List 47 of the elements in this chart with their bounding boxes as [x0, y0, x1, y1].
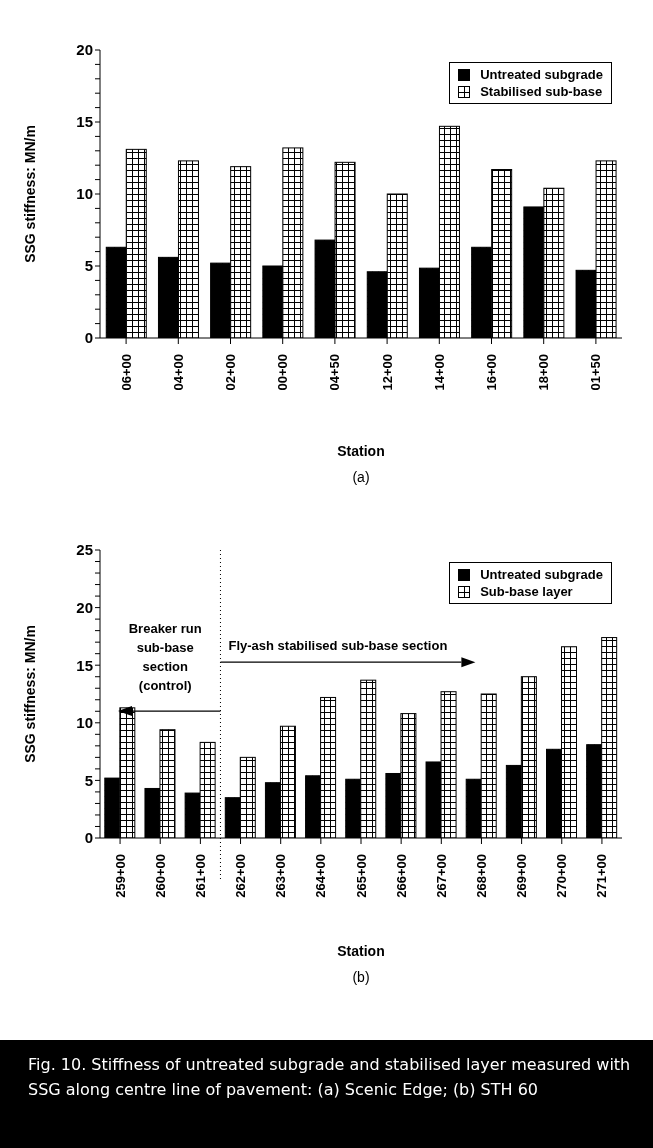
y-tick-label: 25 [76, 541, 93, 559]
x-tick-label: 267+00 [433, 854, 449, 898]
x-tick-label: 12+00 [379, 354, 395, 391]
x-tick-label: 00+00 [275, 354, 291, 391]
x-tick-label: 261+00 [192, 854, 208, 898]
y-axis-title: SSG stiffness: MN/m [21, 125, 38, 263]
x-tick-label: 260+00 [152, 854, 168, 898]
x-tick-label: 264+00 [313, 854, 329, 898]
x-axis-title: Station [336, 443, 386, 459]
y-tick-label: 0 [84, 829, 93, 847]
annotation: Breaker run sub-base section (control) [127, 619, 203, 695]
y-tick-label: 15 [76, 656, 93, 674]
legend-label: Stabilised sub-base [480, 83, 603, 100]
text: (a) [351, 469, 371, 485]
x-tick-label: 269+00 [514, 854, 530, 898]
x-tick-label: 266+00 [393, 854, 409, 898]
x-tick-label: 18+00 [536, 354, 552, 391]
y-tick-label: 10 [76, 714, 93, 732]
legend-label: Untreated subgrade [480, 66, 603, 83]
x-tick-label: 16+00 [484, 354, 499, 391]
x-tick-label: 271+00 [594, 854, 610, 898]
x-tick-label: 06+00 [118, 354, 134, 391]
x-tick-label: 265+00 [353, 854, 369, 898]
text: (b) [351, 969, 371, 985]
y-tick-label: 10 [76, 185, 93, 203]
y-tick-label: 20 [76, 598, 93, 616]
x-tick-label: 02+00 [223, 354, 238, 391]
x-tick-label: 270+00 [554, 854, 570, 898]
annotation: Fly-ash stabilised sub-base section [228, 638, 448, 654]
y-tick-label: 20 [76, 41, 93, 59]
x-tick-label: 14+00 [431, 354, 447, 391]
legend-label: Sub-base layer [480, 583, 573, 600]
x-tick-label: 262+00 [233, 854, 249, 898]
y-axis-title: SSG stiffness: MN/m [21, 625, 38, 763]
x-tick-label: 259+00 [112, 854, 128, 898]
x-tick-label: 268+00 [473, 854, 489, 898]
caption: Fig. 10. Stiffness of untreated subgrade and stabilised layer measured with SSG along centre line of pavement: (a) Scenic Edge; (b) STH 60 [0, 1040, 653, 1148]
y-tick-label: 15 [76, 113, 93, 131]
x-tick-label: 04+00 [170, 354, 186, 391]
x-tick-label: 263+00 [273, 854, 289, 898]
legend-label: Untreated subgrade [480, 566, 603, 583]
x-tick-label: 04+50 [327, 354, 343, 391]
y-tick-label: 5 [84, 257, 93, 275]
y-tick-label: 0 [84, 329, 93, 347]
x-axis-title: Station [336, 943, 386, 959]
x-tick-label: 01+50 [588, 354, 604, 391]
y-tick-label: 5 [84, 771, 93, 789]
